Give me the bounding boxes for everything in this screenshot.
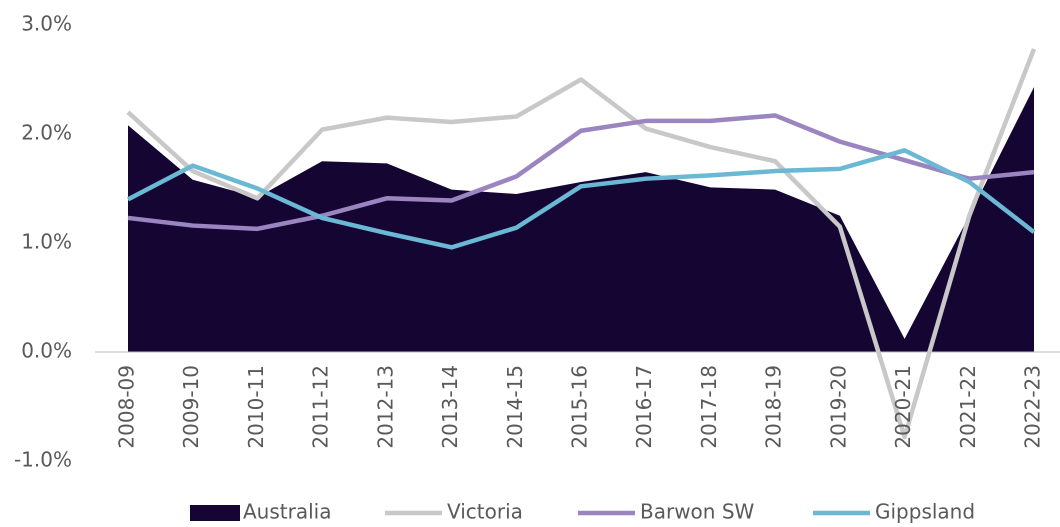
x-tick-label: 2013-14 bbox=[438, 365, 462, 449]
legend-label: Barwon SW bbox=[640, 500, 755, 524]
x-tick-label: 2018-19 bbox=[762, 365, 786, 449]
x-tick-label: 2009-10 bbox=[179, 365, 203, 449]
x-tick-label: 2021-22 bbox=[956, 365, 980, 449]
line bbox=[126, 48, 1037, 440]
x-tick-label: 2022-23 bbox=[1021, 365, 1045, 449]
x-tick-label: 2010-11 bbox=[244, 365, 268, 449]
y-tick-label: 2.0% bbox=[21, 121, 72, 145]
line bbox=[127, 113, 1035, 232]
legend-label: Gippsland bbox=[875, 500, 975, 524]
y-tick-label: 1.0% bbox=[21, 230, 72, 254]
x-tick-label: 2019-20 bbox=[826, 365, 850, 449]
x-tick-label: 2015-16 bbox=[568, 365, 592, 449]
y-tick-label: -1.0% bbox=[14, 448, 72, 472]
legend-label: Australia bbox=[243, 500, 331, 524]
y-tick-label: 0.0% bbox=[21, 339, 72, 363]
x-tick-label: 2016-17 bbox=[632, 365, 656, 449]
x-tick-label: 2014-15 bbox=[503, 365, 527, 449]
x-tick-label: 2008-09 bbox=[115, 365, 139, 449]
y-tick-label: 3.0% bbox=[21, 12, 72, 36]
x-tick-label: 2020-21 bbox=[891, 365, 915, 449]
x-tick-label: 2011-12 bbox=[309, 365, 333, 449]
line bbox=[126, 148, 1036, 250]
legend-label: Victoria bbox=[447, 500, 523, 524]
area bbox=[128, 87, 1034, 352]
legend-swatch bbox=[190, 505, 240, 521]
x-tick-label: 2017-18 bbox=[697, 365, 721, 449]
x-tick-label: 2012-13 bbox=[373, 365, 397, 449]
